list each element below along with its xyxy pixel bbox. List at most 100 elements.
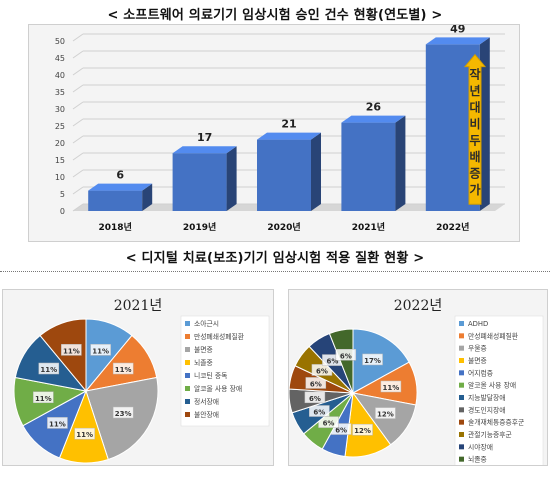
y-tick-label: 50 [55, 37, 65, 46]
y-tick-label: 45 [55, 54, 65, 63]
bar-side [226, 146, 237, 211]
legend-swatch [459, 395, 464, 400]
legend-box [180, 315, 270, 427]
y-tick-label: 40 [55, 71, 65, 80]
slice-label: 6% [323, 420, 335, 428]
legend-label: 정서장애 [194, 397, 219, 406]
legend-swatch [459, 358, 464, 363]
legend-label: 어지럼증 [468, 368, 493, 377]
y-tick-label: 20 [55, 139, 65, 148]
slice-label: 11% [40, 366, 57, 374]
legend-swatch [185, 321, 190, 326]
bar-chart-title: < 소프트웨어 의료기기 임상시험 승인 건수 현황(연도별) > [107, 8, 443, 23]
legend-swatch [185, 373, 190, 378]
legend-label: 알코올 사용 장애 [468, 381, 516, 390]
slice-label-box [335, 349, 357, 361]
slice-label-box [380, 380, 402, 393]
bar-top [257, 132, 321, 140]
annotation-char: 작 [469, 67, 480, 82]
slice-label: 12% [377, 411, 394, 419]
pie-section-title: < 디지털 치료(보조)기기 임상시험 적용 질환 현황 > [125, 251, 425, 266]
growth-arrow [463, 53, 487, 205]
slice-label-box [47, 417, 68, 429]
slice-label: 11% [63, 347, 80, 355]
x-tick-label: 2019년 [183, 221, 216, 233]
slice-label-box [61, 344, 82, 356]
gridline [72, 84, 84, 93]
legend-swatch [459, 419, 464, 425]
gridline [72, 118, 84, 127]
bar-top [172, 146, 237, 154]
legend-label: 니코틴 중독 [194, 371, 227, 380]
gridline [72, 186, 84, 195]
slice-label: 11% [115, 366, 132, 374]
y-tick-label: 15 [55, 156, 65, 165]
y-tick-label: 25 [55, 122, 65, 131]
slice-label-box [362, 353, 383, 366]
legend-swatch [459, 444, 464, 450]
legend-label: 만성폐쇄성폐질환 [468, 331, 518, 340]
slice-label-box [309, 405, 330, 417]
slice-label: 6% [313, 408, 325, 416]
y-tick-label: 10 [55, 173, 65, 182]
legend-label: 관절기능증후군 [468, 430, 512, 439]
slice-label: 6% [326, 358, 338, 366]
bar-chart: 0 5 10 15 20 25 30 35 40 45 50 6 2018년 17 2019년 21 2020년… [55, 22, 505, 233]
gridline [72, 67, 84, 76]
annotation-char: 배 [469, 149, 480, 164]
slice-label: 11% [35, 395, 52, 403]
legend-swatch [459, 382, 464, 388]
legend-label: 우울증 [468, 345, 487, 353]
legend-swatch [185, 360, 190, 365]
y-tick-label: 5 [60, 190, 65, 199]
legend-label: 만성폐쇄성폐질환 [194, 332, 244, 341]
y-tick-label: 35 [55, 88, 65, 97]
gridline [72, 152, 84, 161]
annotation-char: 증 [469, 166, 480, 180]
gridline [72, 169, 84, 178]
legend-swatch [459, 456, 464, 462]
pie-title: 2022년 [394, 298, 443, 314]
bar [257, 139, 311, 211]
data-label: 49 [450, 25, 465, 35]
bar-chart-area: 0 5 10 15 20 25 30 35 40 45 50 6 2018년 17 2019년 21 2020년… [28, 22, 520, 242]
slice-label-box [90, 344, 111, 356]
x-tick-label: 2021년 [352, 221, 385, 233]
slice-label-box [305, 377, 327, 389]
slice-label-box [112, 406, 134, 419]
slice-label: 6% [340, 352, 352, 360]
annotation-char: 가 [469, 182, 480, 197]
slice-label-box [352, 423, 373, 436]
legend-label: 알코올 사용 장애 [194, 384, 242, 393]
legend-swatch [459, 333, 464, 339]
legend-label: 소아근시 [194, 319, 219, 328]
slice-label: 11% [383, 384, 400, 392]
legend-swatch [459, 407, 464, 413]
slice-label: 11% [76, 431, 93, 439]
slice-label: 6% [310, 380, 322, 388]
pie-slice [85, 376, 159, 461]
legend-swatch [185, 412, 190, 417]
slice-label-box [304, 391, 326, 404]
gridline [72, 101, 84, 110]
legend-label: 불안장애 [194, 410, 219, 419]
legend-swatch [185, 347, 190, 352]
legend-swatch [459, 370, 464, 376]
annotation-char: 두 [469, 133, 480, 147]
slice-label: 11% [49, 420, 66, 428]
bar-top [341, 115, 406, 123]
legend-label: 지능발달장애 [468, 393, 506, 402]
slice-label-box [112, 362, 134, 375]
legend-swatch [185, 334, 190, 339]
gridline [72, 203, 84, 212]
bar-side [142, 183, 153, 211]
slice-label: 6% [316, 367, 328, 375]
slice-label: 12% [354, 427, 371, 435]
bar-side [311, 132, 321, 211]
slice-label-box [33, 391, 54, 404]
slice-label: 17% [364, 357, 381, 365]
annotation-char: 년 [469, 84, 480, 98]
legend-label: 불면증 [468, 356, 487, 365]
gridline [72, 33, 84, 42]
pie-chart-2021: 2021년 11% 11% 23% 11% 11% 11% 11% 11% 소아근시만성폐쇄성폐질… [2, 289, 274, 466]
